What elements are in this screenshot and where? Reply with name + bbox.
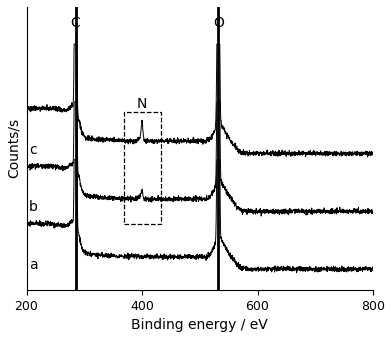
X-axis label: Binding energy / eV: Binding energy / eV	[131, 318, 268, 332]
Text: a: a	[29, 258, 37, 272]
Text: C: C	[71, 16, 80, 29]
Y-axis label: Counts/s: Counts/s	[7, 118, 21, 178]
Text: N: N	[137, 97, 147, 111]
Text: b: b	[29, 200, 38, 215]
Text: O: O	[213, 16, 224, 29]
Bar	[123, 112, 160, 224]
Text: c: c	[29, 143, 36, 157]
